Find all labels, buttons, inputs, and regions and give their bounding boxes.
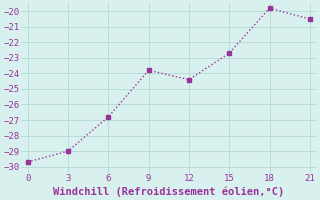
X-axis label: Windchill (Refroidissement éolien,°C): Windchill (Refroidissement éolien,°C) bbox=[53, 186, 284, 197]
